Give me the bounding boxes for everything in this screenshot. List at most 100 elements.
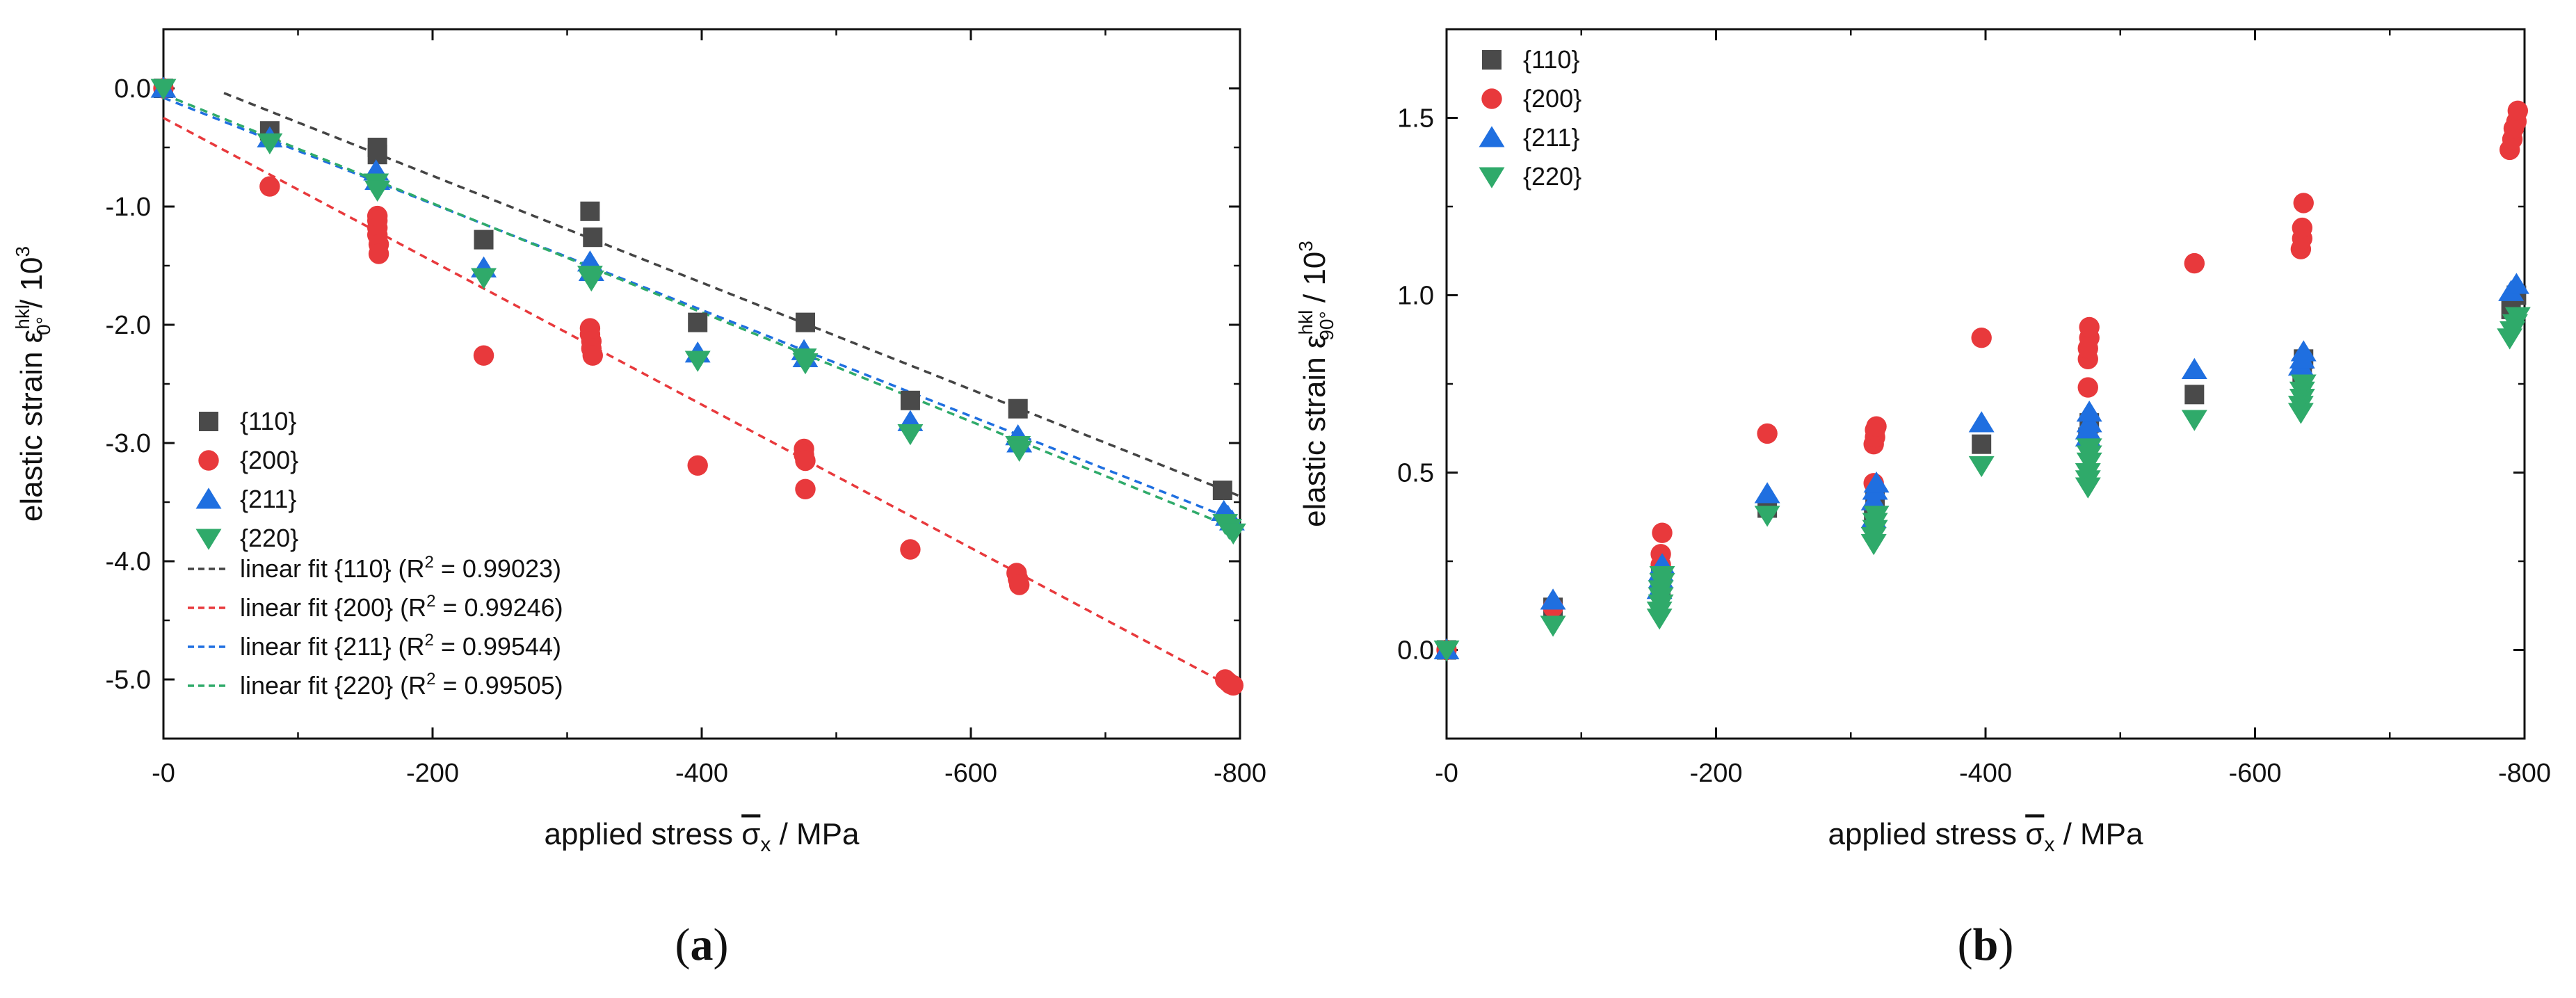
data-point (2293, 193, 2314, 214)
data-point (1972, 434, 1992, 454)
data-point (2076, 438, 2102, 460)
legend-fit-label: linear fit {211} (R2 = 0.99544) (240, 631, 561, 661)
legend-fit-label: linear fit {200} (R2 = 0.99246) (240, 592, 563, 622)
x-tick-label: -200 (406, 759, 459, 788)
x-label-post: / MPa (771, 817, 860, 851)
legend-marker (199, 412, 218, 431)
legend-marker (1479, 167, 1505, 188)
data-point (583, 227, 603, 248)
data-point (1968, 456, 1995, 478)
legend-label: {211} (240, 485, 296, 513)
data-point (2290, 340, 2317, 362)
data-point (578, 270, 604, 292)
data-point (1863, 506, 1890, 527)
x-tick-label: -600 (2228, 759, 2281, 788)
legend-label: {200} (1523, 84, 1581, 113)
legend-marker (198, 450, 219, 471)
y-tick-label: -5.0 (106, 666, 151, 695)
data-point (1866, 416, 1887, 437)
panel-paren-open: ( (1958, 919, 1973, 970)
x-tick-label: -600 (944, 759, 997, 788)
data-point (687, 455, 708, 476)
x-axis-label: applied stress σx / MPa (544, 817, 860, 856)
fit-label-sup: 2 (426, 670, 435, 689)
x-axis-label: applied stress σx / MPa (1828, 817, 2143, 856)
data-point (2076, 411, 2102, 433)
data-point (897, 424, 924, 446)
data-point (1757, 423, 1778, 444)
x-label-pre: applied stress (544, 817, 741, 851)
panel-paren-open: ( (675, 919, 691, 970)
x-tick-label: -800 (1214, 759, 1266, 788)
data-point (1971, 328, 1992, 348)
data-point (1968, 411, 1995, 433)
legend-fit-label: linear fit {220} (R2 = 0.99505) (240, 670, 563, 700)
y-label-post: / 10 (15, 257, 49, 317)
legend-marker (195, 488, 222, 509)
legend-label: {220} (240, 524, 298, 552)
legend-label: {110} (240, 407, 296, 435)
fit-label-tail: = 0.99544) (434, 632, 561, 661)
y-label-exp: 3 (12, 246, 33, 257)
data-point (1212, 481, 1232, 500)
y-axis-label: elastic strain εhkl90° / 103 (1295, 241, 1337, 527)
y-label-exp: 3 (1295, 241, 1317, 252)
data-point (2503, 273, 2529, 294)
x-label-sigma: σ (2025, 817, 2044, 851)
data-point (795, 312, 815, 332)
fit-label-text: linear fit {200} (R (240, 593, 426, 622)
panel-label: (a) (675, 919, 729, 970)
panel-paren-close: ) (1998, 919, 2013, 970)
data-point (2184, 252, 2205, 274)
data-point (368, 243, 389, 264)
data-point (2076, 401, 2102, 422)
legend-label: {220} (1523, 162, 1581, 191)
data-point (1223, 675, 1244, 696)
legend-marker (1479, 126, 1505, 147)
fit-line (163, 92, 1241, 532)
data-point (2079, 316, 2100, 338)
data-point (2292, 217, 2313, 239)
data-point (474, 230, 494, 250)
y-tick-label: -1.0 (106, 193, 151, 222)
y-tick-label: 0.5 (1397, 459, 1434, 488)
fit-line (223, 92, 1241, 498)
legend-marker (1482, 50, 1502, 70)
data-point (684, 351, 711, 372)
data-point (1540, 615, 1566, 637)
series-triangle-down (1433, 307, 2531, 662)
fit-line (163, 116, 1241, 693)
series-circle (1436, 100, 2529, 661)
fit-label-sup: 2 (424, 631, 433, 650)
data-point (1220, 523, 1246, 545)
y-axis-label: elastic strain εhkl0° / 103 (12, 246, 54, 522)
fit-label-sup: 2 (424, 553, 433, 572)
y-label-pre: elastic strain ε (15, 330, 49, 522)
legend-label: {200} (240, 446, 298, 474)
data-point (795, 450, 816, 472)
series-circle (153, 78, 1244, 696)
panel-paren-close: ) (714, 919, 729, 970)
y-tick-label: -4.0 (106, 547, 151, 577)
data-point (473, 345, 494, 366)
y-tick-label: 1.0 (1397, 282, 1434, 311)
data-point (688, 312, 708, 332)
data-point (900, 539, 921, 560)
data-point (471, 268, 497, 289)
data-point (1863, 472, 1890, 493)
data-point (2075, 463, 2101, 485)
x-label-sub: x (760, 833, 771, 856)
legend-label: {110} (1523, 45, 1579, 74)
legend: {110}{200}{211}{220}linear fit {110} (R2… (188, 407, 563, 700)
data-point (580, 201, 600, 221)
data-point (1433, 641, 1460, 662)
data-point (1652, 522, 1673, 543)
x-tick-label: -200 (1689, 759, 1742, 788)
x-tick-label: -0 (152, 759, 175, 788)
data-point (364, 180, 391, 202)
y-tick-label: 0.0 (1397, 636, 1434, 666)
legend: {110} {200} {211} {220} (1479, 45, 1581, 191)
x-label-sigma: σ (741, 817, 760, 851)
